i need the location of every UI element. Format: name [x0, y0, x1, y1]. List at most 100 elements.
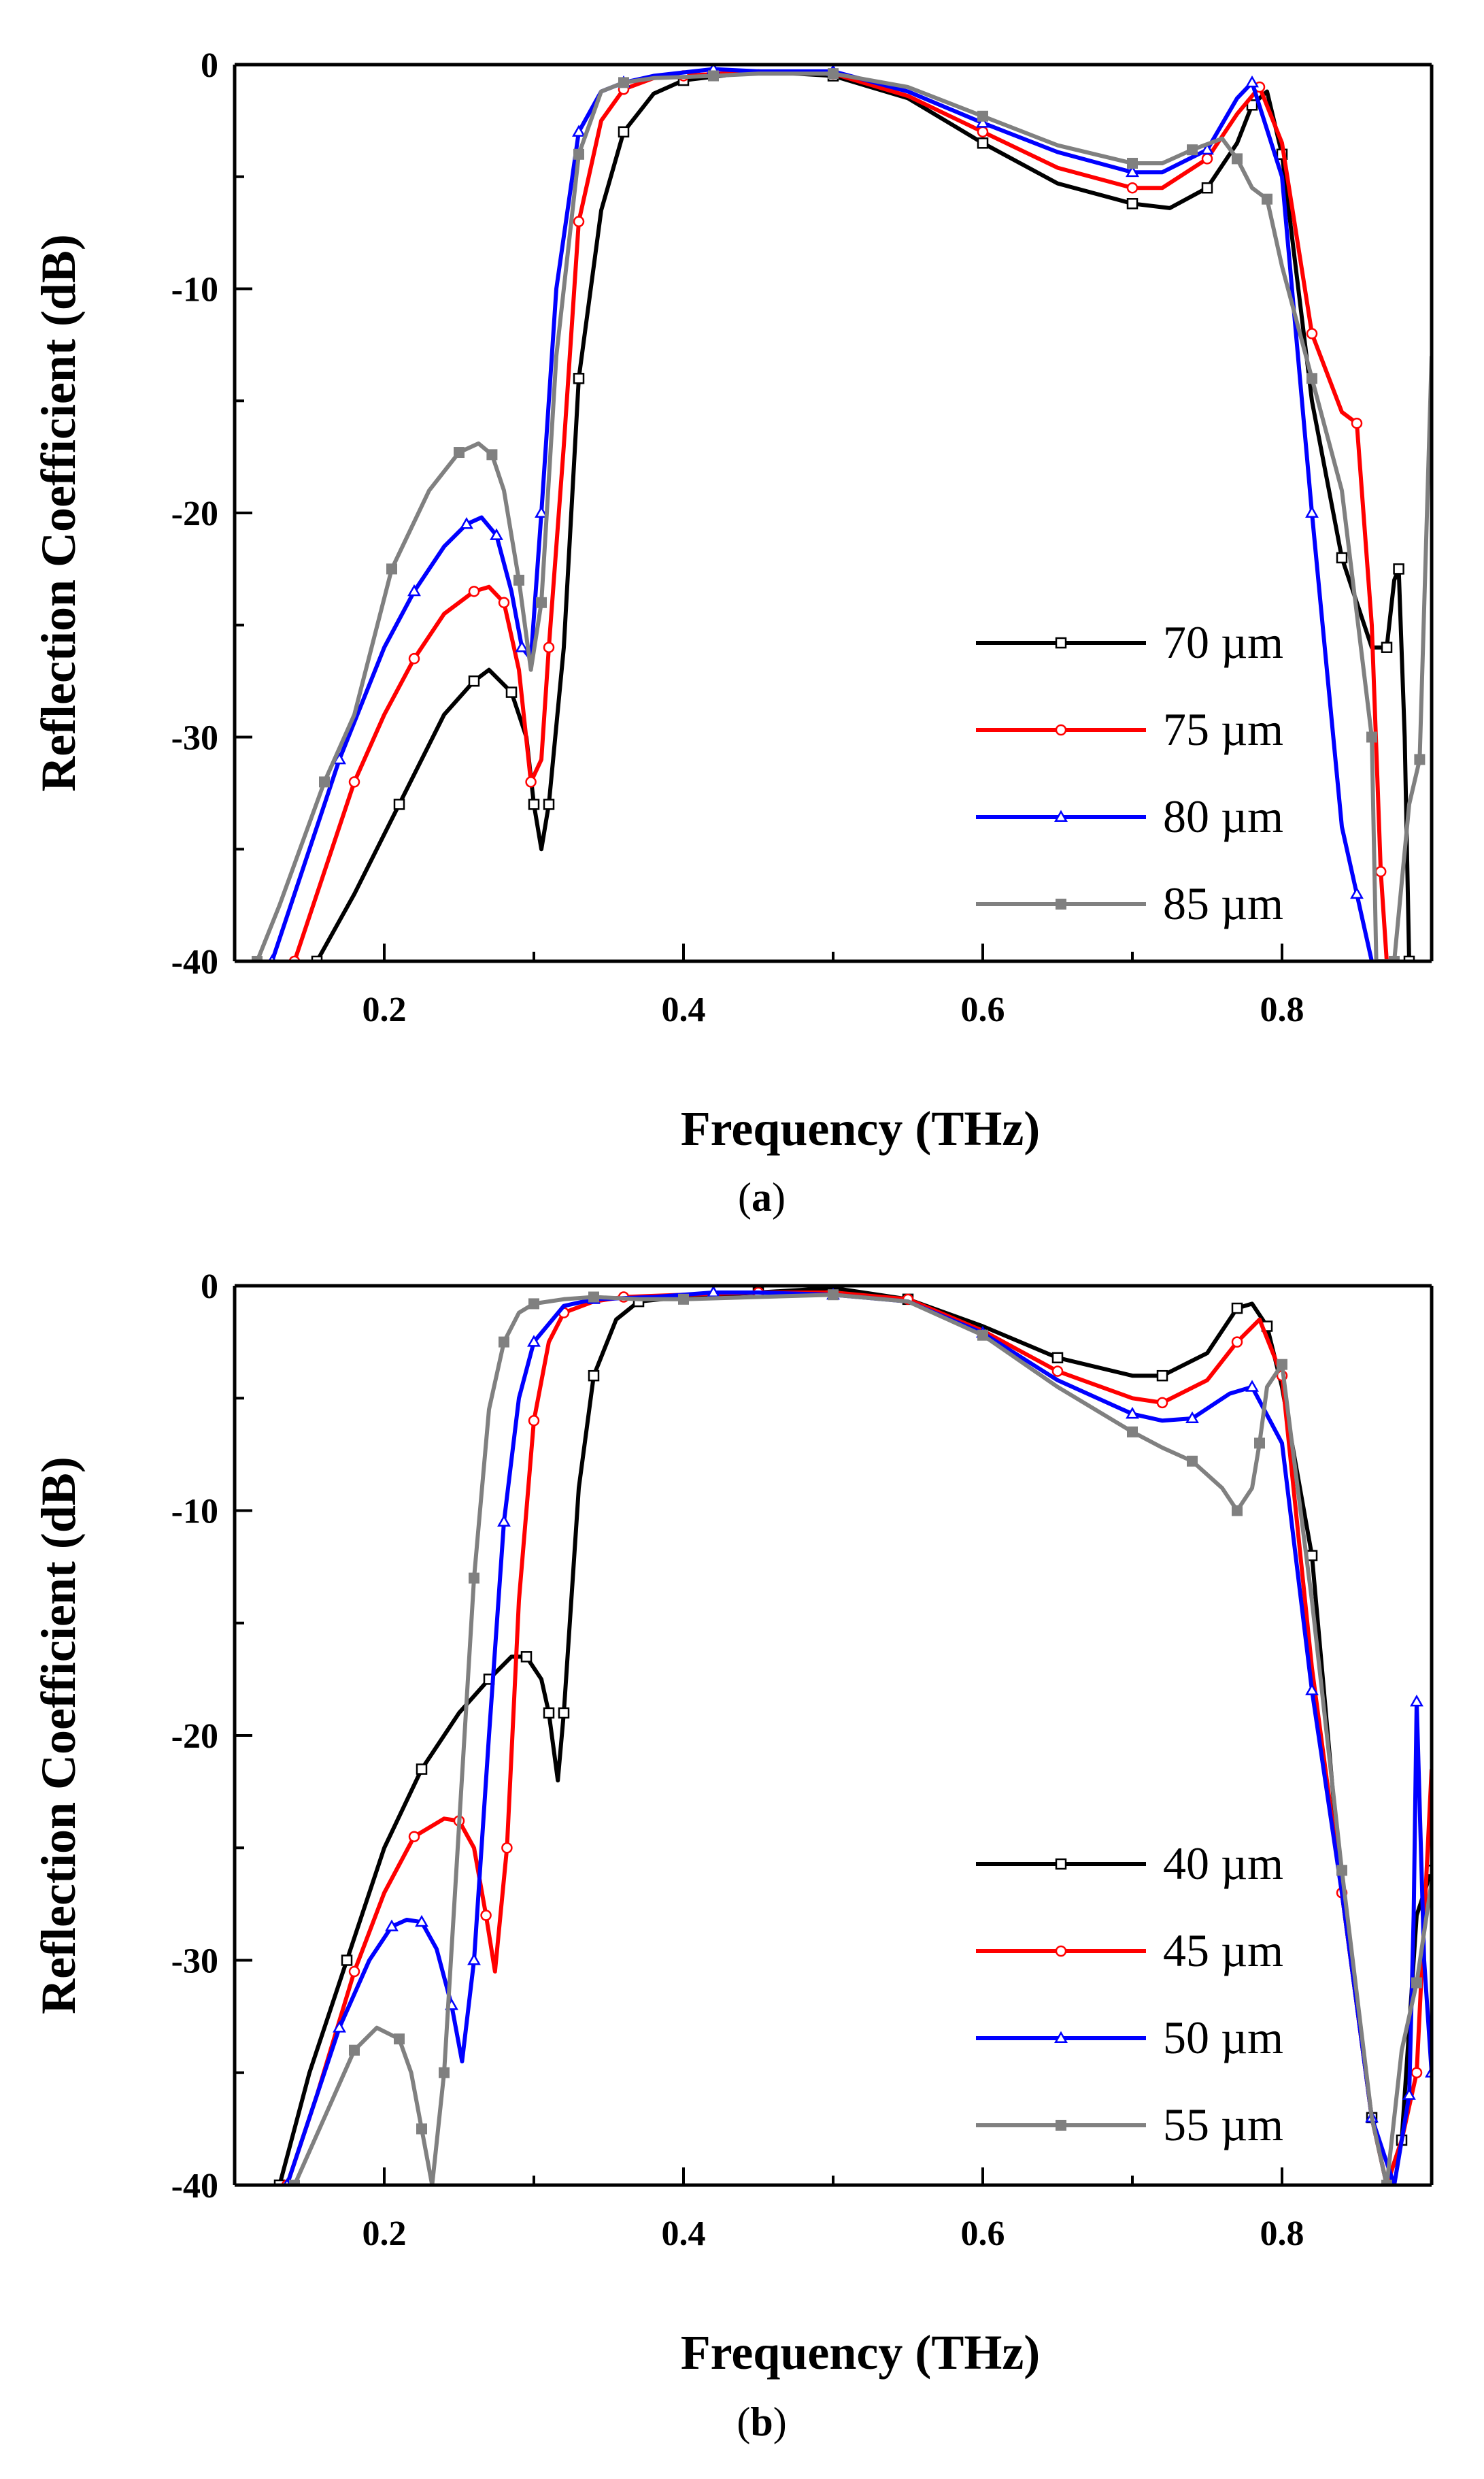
legend-marker	[1054, 2031, 1068, 2043]
data-point	[1393, 563, 1404, 575]
data-point	[1411, 2067, 1423, 2078]
data-point	[1051, 1352, 1064, 1364]
data-point	[454, 447, 465, 459]
y-tick-label: 0	[201, 46, 218, 85]
data-point	[977, 126, 989, 138]
x-axis-title: Frequency (THz)	[681, 2325, 1041, 2380]
data-point	[1351, 417, 1363, 429]
data-point	[588, 1291, 599, 1303]
data-point	[1262, 193, 1272, 205]
legend-marker	[1055, 1945, 1067, 1957]
data-point	[535, 505, 548, 518]
data-point	[486, 449, 498, 461]
data-point	[828, 1289, 839, 1301]
y-tick-label: -10	[171, 271, 218, 310]
data-point	[520, 1651, 533, 1663]
data-point	[1410, 1695, 1423, 1707]
panel-label-open: (	[738, 1175, 752, 1220]
x-tick-label: 0.6	[961, 991, 1005, 1029]
y-axis-title: Reflection Coefficient (dB)	[31, 234, 86, 792]
panel-label-close: )	[772, 1175, 786, 1220]
y-tick-label: -20	[171, 1717, 218, 1756]
data-point	[573, 216, 585, 227]
x-tick-label: 0.4	[662, 2214, 706, 2253]
data-point	[1277, 1359, 1287, 1370]
data-point	[490, 528, 503, 540]
data-point	[349, 2044, 360, 2056]
panel-label-letter: a	[752, 1175, 772, 1220]
legend-label: 80 µm	[1163, 791, 1283, 842]
legend-label: 85 µm	[1163, 878, 1283, 929]
legend-item: 75 µm	[976, 703, 1283, 755]
panel-label-letter: b	[750, 2399, 773, 2444]
data-point	[543, 642, 555, 653]
data-point	[408, 1831, 420, 1842]
legend-marker	[1056, 899, 1066, 910]
data-point	[468, 586, 480, 597]
series-line-3	[292, 1293, 1432, 2185]
data-point	[513, 574, 524, 586]
legend-label: 45 µm	[1163, 1925, 1283, 1976]
data-point	[416, 2123, 427, 2135]
data-point	[1305, 1683, 1319, 1695]
data-point	[501, 1842, 513, 1854]
legend-marker	[1055, 1858, 1067, 1870]
data-point	[1350, 886, 1364, 899]
data-point	[467, 1953, 481, 1965]
data-point	[1231, 1336, 1243, 1348]
data-point	[505, 686, 518, 698]
data-point	[1366, 731, 1377, 743]
data-point	[528, 799, 540, 810]
data-point	[499, 1336, 509, 1348]
data-point	[394, 2033, 405, 2045]
data-point	[828, 68, 839, 80]
legend-item: 40 µm	[976, 1837, 1283, 1889]
data-point	[1127, 1426, 1138, 1437]
data-point	[977, 110, 988, 122]
legend-item: 80 µm	[976, 791, 1283, 842]
data-point	[618, 126, 630, 138]
series-group	[273, 1286, 1432, 2185]
y-axis-title: Reflection Coefficient (dB)	[31, 1457, 86, 2014]
data-point	[528, 1298, 539, 1310]
data-point	[319, 776, 330, 788]
data-point	[1051, 1365, 1064, 1377]
data-point	[1232, 153, 1243, 165]
data-point	[1336, 1865, 1347, 1876]
data-point	[273, 2179, 286, 2185]
x-tick-label: 0.2	[362, 991, 407, 1029]
data-point	[333, 2020, 346, 2033]
data-point	[348, 776, 360, 788]
data-point	[1126, 198, 1139, 210]
x-axis-title: Frequency (THz)	[681, 1101, 1041, 1156]
data-point	[573, 148, 584, 160]
data-point	[386, 563, 397, 575]
data-point	[439, 2067, 450, 2078]
chart-panel-a: 0.2 0.4 0.6 0.8 0 -10 -20 -30 -40 Frequency (THz)…	[31, 46, 1434, 1220]
data-point	[252, 956, 263, 961]
data-point	[573, 373, 585, 384]
y-tick-label: -40	[171, 2167, 218, 2206]
legend-label: 50 µm	[1163, 2012, 1283, 2063]
y-tick-label: -20	[171, 495, 218, 533]
chart-panel-b: 0.2 0.4 0.6 0.8 0 -10 -20 -30 -40 Frequency (THz)…	[31, 1267, 1434, 2444]
data-point	[1414, 754, 1426, 765]
data-point	[1411, 1977, 1422, 1989]
data-point	[1232, 1505, 1243, 1516]
data-point	[1402, 2088, 1416, 2100]
data-point	[572, 124, 586, 137]
data-point	[558, 1707, 570, 1719]
panel-label-open: (	[737, 2399, 750, 2444]
data-point	[341, 1954, 353, 1966]
data-point	[588, 1369, 600, 1382]
legend-item: 45 µm	[976, 1925, 1283, 1976]
data-point	[1245, 75, 1259, 88]
data-point	[525, 776, 537, 788]
data-point	[543, 799, 555, 810]
data-point	[1126, 165, 1139, 178]
data-point	[1403, 955, 1415, 961]
data-point	[1381, 2180, 1392, 2185]
data-point	[460, 517, 473, 529]
data-point	[1381, 642, 1393, 653]
data-point	[515, 640, 529, 652]
